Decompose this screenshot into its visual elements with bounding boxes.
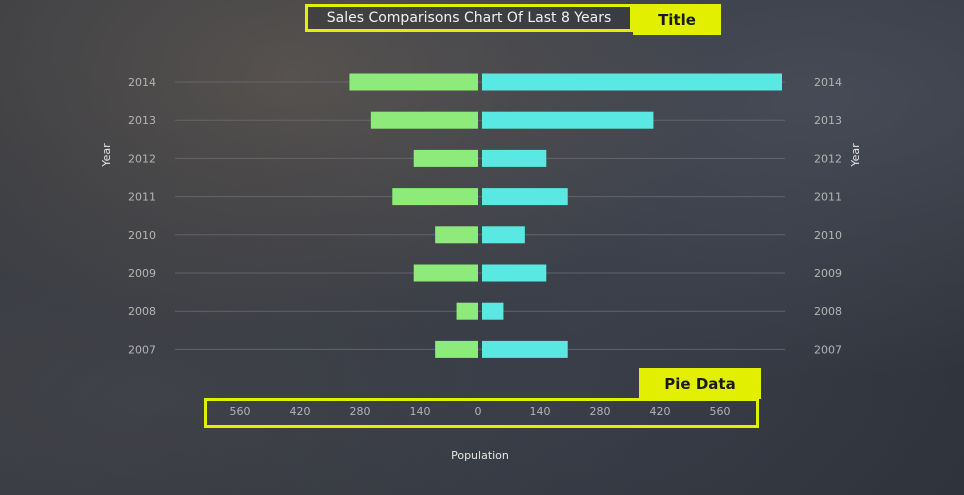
y-axis-label-left: Year — [100, 143, 113, 168]
x-tick-label: 420 — [650, 405, 671, 418]
bar-right-2010 — [482, 226, 525, 244]
bar-right-2008 — [482, 302, 504, 320]
chart-title-box: Sales Comparisons Chart Of Last 8 Years — [305, 4, 633, 32]
bars — [349, 73, 782, 358]
x-tick-label: 560 — [710, 405, 731, 418]
bar-left-2009 — [413, 264, 478, 282]
x-tick-label: 280 — [350, 405, 371, 418]
x-axis-label: Population — [451, 449, 509, 462]
bar-right-2011 — [482, 188, 568, 206]
year-label-left: 2011 — [128, 191, 156, 204]
x-tick-label: 140 — [530, 405, 551, 418]
year-label-left: 2010 — [128, 229, 156, 242]
year-label-left: 2013 — [128, 114, 156, 127]
bar-left-2010 — [435, 226, 478, 244]
year-label-left: 2007 — [128, 343, 156, 356]
x-axis-ticks: 560 420 280 140 0 140 280 420 560 — [230, 405, 731, 418]
title-annotation-tag: Title — [633, 4, 721, 35]
x-tick-label: 420 — [290, 405, 311, 418]
year-label-right: 2010 — [814, 229, 842, 242]
bar-right-2007 — [482, 340, 568, 358]
year-label-left: 2009 — [128, 267, 156, 280]
bar-left-2013 — [370, 111, 478, 129]
bar-right-2013 — [482, 111, 654, 129]
year-label-right: 2008 — [814, 305, 842, 318]
year-label-right: 2012 — [814, 152, 842, 165]
x-tick-label: 280 — [590, 405, 611, 418]
bar-right-2012 — [482, 149, 547, 167]
pie-data-annotation-tag: Pie Data — [639, 368, 761, 399]
year-label-right: 2009 — [814, 267, 842, 280]
bar-right-2014 — [482, 73, 782, 91]
x-axis-highlight-box — [204, 398, 759, 428]
bar-left-2014 — [349, 73, 478, 91]
x-tick-label: 0 — [475, 405, 482, 418]
year-labels: 2014 2014 2013 2013 2012 2012 2011 2011 2010 2010… — [128, 76, 842, 356]
bar-left-2012 — [413, 149, 478, 167]
year-label-right: 2014 — [814, 76, 842, 89]
bar-left-2007 — [435, 340, 478, 358]
bar-left-2011 — [392, 188, 478, 206]
year-label-left: 2014 — [128, 76, 156, 89]
year-label-right: 2013 — [814, 114, 842, 127]
year-label-left: 2008 — [128, 305, 156, 318]
bar-right-2009 — [482, 264, 547, 282]
year-label-left: 2012 — [128, 152, 156, 165]
gridlines — [175, 81, 785, 350]
year-label-right: 2007 — [814, 343, 842, 356]
x-tick-label: 140 — [410, 405, 431, 418]
bar-left-2008 — [456, 302, 478, 320]
x-tick-label: 560 — [230, 405, 251, 418]
y-axis-label-right: Year — [849, 143, 862, 168]
year-label-right: 2011 — [814, 191, 842, 204]
chart-title: Sales Comparisons Chart Of Last 8 Years — [326, 10, 612, 26]
